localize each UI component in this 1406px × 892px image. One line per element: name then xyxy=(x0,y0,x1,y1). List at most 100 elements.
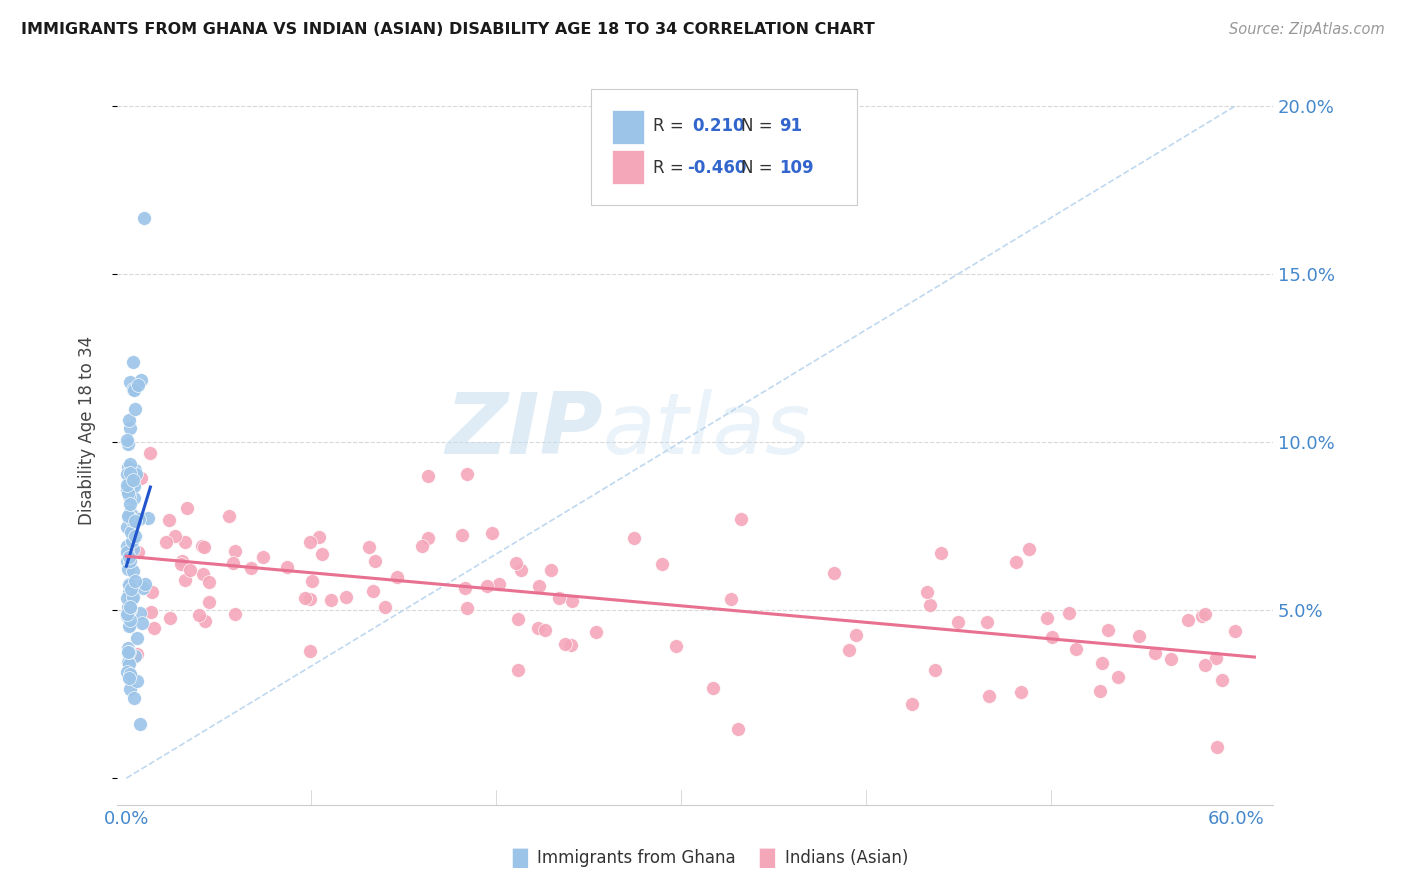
Point xyxy=(128,716,150,731)
Point xyxy=(121,533,143,548)
Point xyxy=(1010,684,1032,698)
Point xyxy=(1205,651,1227,665)
Point xyxy=(1160,652,1182,666)
Point xyxy=(623,531,645,545)
Point xyxy=(120,591,142,606)
Point xyxy=(118,508,141,523)
Point xyxy=(298,535,321,549)
Point xyxy=(118,666,141,681)
Point xyxy=(651,558,673,572)
Point xyxy=(534,623,557,637)
Point xyxy=(720,592,742,607)
Point xyxy=(191,567,214,582)
Point xyxy=(120,599,142,614)
Point xyxy=(363,583,385,598)
Point xyxy=(159,610,181,624)
Point xyxy=(702,681,724,695)
Point xyxy=(122,591,145,605)
Point xyxy=(276,559,298,574)
Point xyxy=(124,402,146,417)
Point xyxy=(120,582,142,596)
Point xyxy=(124,649,146,664)
Point xyxy=(527,622,550,636)
Point xyxy=(118,618,141,632)
Point xyxy=(118,375,141,389)
Point xyxy=(170,558,193,572)
Point xyxy=(117,668,139,682)
Point xyxy=(311,547,333,561)
FancyBboxPatch shape xyxy=(612,151,644,184)
Point xyxy=(1091,656,1114,670)
Point xyxy=(118,484,141,499)
Point xyxy=(125,673,148,688)
Point xyxy=(979,689,1001,703)
Point xyxy=(239,561,262,575)
Point xyxy=(117,607,139,622)
Point xyxy=(1057,606,1080,620)
Text: 0.210: 0.210 xyxy=(693,118,745,136)
Point xyxy=(118,420,141,434)
Point xyxy=(117,599,139,614)
Point xyxy=(730,512,752,526)
Point xyxy=(527,579,550,593)
Point xyxy=(122,691,145,706)
Point xyxy=(134,576,156,591)
Point xyxy=(1144,646,1167,660)
Point xyxy=(561,594,583,608)
Point xyxy=(946,615,969,630)
Point xyxy=(121,355,143,369)
Y-axis label: Disability Age 18 to 34: Disability Age 18 to 34 xyxy=(79,335,96,524)
Point xyxy=(118,576,141,591)
Point xyxy=(456,467,478,481)
Point xyxy=(823,566,845,580)
Point xyxy=(1036,611,1059,625)
Point xyxy=(299,592,322,607)
Point xyxy=(139,446,162,460)
Point xyxy=(139,605,162,619)
Point xyxy=(505,557,527,571)
Point xyxy=(157,513,180,527)
Point xyxy=(124,574,146,589)
Point xyxy=(224,607,246,622)
Point xyxy=(117,486,139,500)
Point xyxy=(294,591,316,605)
Point xyxy=(477,579,499,593)
Point xyxy=(122,565,145,579)
Point xyxy=(117,641,139,656)
Text: R =: R = xyxy=(654,118,695,136)
Point xyxy=(127,513,149,527)
Point xyxy=(488,576,510,591)
Point xyxy=(120,603,142,617)
Point xyxy=(121,382,143,396)
Point xyxy=(845,628,868,642)
Point xyxy=(1177,613,1199,627)
Point xyxy=(454,581,477,595)
Point xyxy=(118,613,141,627)
Point xyxy=(387,570,409,584)
Point xyxy=(915,584,938,599)
Point xyxy=(976,615,998,630)
Point xyxy=(509,563,531,577)
Point xyxy=(118,466,141,480)
Point xyxy=(547,591,569,605)
Point xyxy=(125,632,148,646)
Point xyxy=(1066,642,1088,657)
Point xyxy=(585,625,607,640)
Text: Indians (Asian): Indians (Asian) xyxy=(785,849,908,867)
Point xyxy=(115,467,138,482)
Point xyxy=(198,595,221,609)
Point xyxy=(121,473,143,487)
Point xyxy=(481,526,503,541)
Point xyxy=(451,528,474,542)
Point xyxy=(118,645,141,659)
Point xyxy=(359,540,381,554)
Text: 91: 91 xyxy=(779,118,803,136)
Point xyxy=(901,698,924,712)
Point xyxy=(120,498,142,512)
Point xyxy=(118,602,141,616)
Point xyxy=(1005,555,1028,569)
Point xyxy=(117,460,139,475)
Point xyxy=(363,554,385,568)
Point xyxy=(191,539,214,553)
Point xyxy=(321,593,343,607)
